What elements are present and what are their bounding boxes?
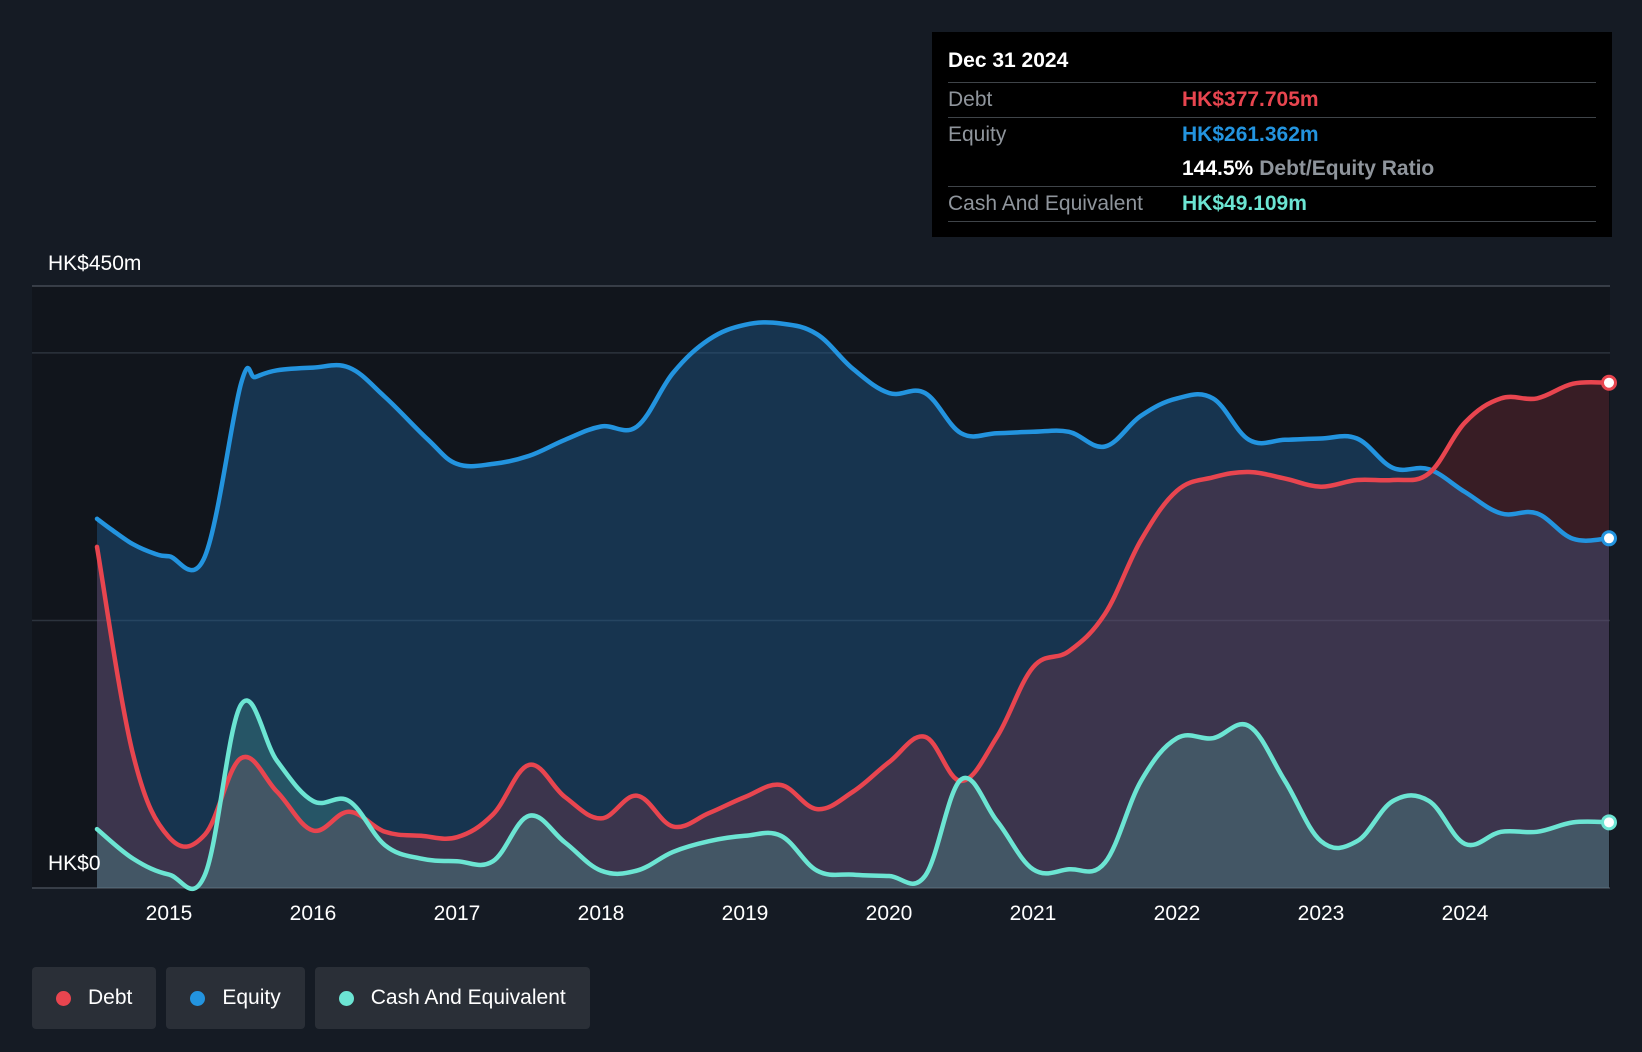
x-tick-label-2018: 2018 (578, 902, 625, 925)
area-debt (97, 382, 1609, 888)
tooltip-ratio-label (948, 152, 1182, 186)
tooltip-row-cash: Cash And Equivalent HK$49.109m (948, 186, 1596, 222)
tooltip-row-equity: Equity HK$261.362m (948, 117, 1596, 152)
legend-dot-debt (56, 990, 71, 1006)
series-areas (97, 322, 1609, 889)
tooltip-date: Dec 31 2024 (948, 49, 1069, 72)
x-tick-label-2016: 2016 (290, 902, 337, 925)
tooltip-ratio-text: Debt/Equity Ratio (1259, 157, 1435, 180)
legend-dot-cash (338, 990, 354, 1006)
endpoint-cash-and-equivalent (1601, 814, 1617, 831)
data-tooltip: Dec 31 2024 Debt HK$377.705m Equity HK$2… (932, 32, 1612, 237)
area-equity (97, 322, 1609, 888)
tooltip-cash-label: Cash And Equivalent (948, 192, 1143, 215)
grid-lines (32, 285, 1610, 889)
series-endpoints (1601, 374, 1617, 831)
tooltip-row-ratio: 144.5% Debt/Equity Ratio (948, 152, 1596, 186)
y-top-label: HK$450m (48, 252, 141, 275)
legend-item-debt[interactable]: Debt (32, 967, 157, 1029)
y-bottom-label: HK$0 (48, 852, 101, 875)
endpoint-debt (1601, 374, 1617, 391)
line-equity (94, 320, 1612, 573)
legend-item-cash[interactable]: Cash And Equivalent (314, 967, 590, 1029)
x-tick-label-2019: 2019 (722, 902, 769, 925)
series-lines (94, 320, 1612, 892)
tooltip-row-debt: Debt HK$377.705m (948, 82, 1596, 117)
tooltip-cash-value: HK$49.109m (1182, 192, 1307, 215)
tooltip-ratio-value: 144.5% (1182, 157, 1254, 180)
legend-label-equity: Equity (222, 986, 281, 1009)
x-tick-label-2024: 2024 (1442, 902, 1489, 925)
tooltip-equity-label: Equity (948, 123, 1007, 146)
legend-label-debt: Debt (88, 986, 133, 1009)
tooltip-debt-label: Debt (948, 88, 993, 111)
x-tick-label-2015: 2015 (146, 902, 193, 925)
line-debt (94, 379, 1612, 849)
legend-dot-equity (190, 990, 206, 1006)
tooltip-equity-value: HK$261.362m (1182, 123, 1319, 146)
tooltip-debt-value: HK$377.705m (1182, 88, 1319, 111)
chart-legend: Debt Equity Cash And Equivalent (32, 967, 590, 1029)
area-cash-and-equivalent (97, 700, 1609, 889)
line-cash-and-equivalent (94, 698, 1612, 892)
legend-item-equity[interactable]: Equity (166, 967, 305, 1029)
x-axis-ticks: 2015 2016 2017 2018 2019 2020 2021 2022 2023 2024 (146, 902, 1489, 925)
endpoint-equity (1601, 530, 1617, 547)
x-tick-label-2017: 2017 (434, 902, 481, 925)
x-tick-label-2020: 2020 (866, 902, 913, 925)
legend-label-cash: Cash And Equivalent (370, 986, 566, 1009)
x-tick-label-2022: 2022 (1154, 902, 1201, 925)
x-tick-label-2023: 2023 (1298, 902, 1345, 925)
x-tick-label-2021: 2021 (1010, 902, 1057, 925)
